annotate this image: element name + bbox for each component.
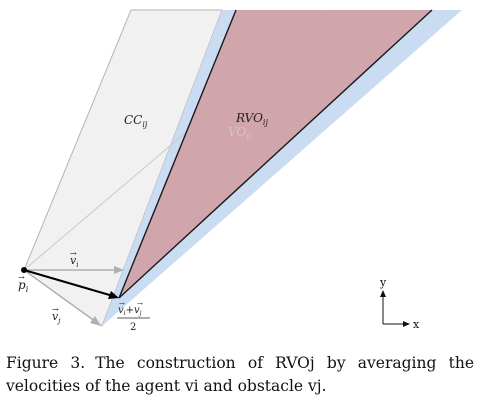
label-pi-arrow: → bbox=[18, 273, 25, 282]
svg-text:vi+vj: vi+vj bbox=[118, 305, 142, 317]
svg-text:2: 2 bbox=[130, 322, 136, 333]
axis-x-label: x bbox=[413, 318, 420, 331]
vector-vj bbox=[23, 269, 97, 323]
velocity-obstacle-vo bbox=[102, 10, 462, 326]
figure-diagram: CCij RVOij VOij pi → vi → vj → vi+vj → →… bbox=[18, 9, 462, 333]
caption-text: The construction of RVOj by averaging th… bbox=[6, 354, 474, 395]
vector-vj-arrowhead bbox=[90, 316, 101, 326]
vector-average-arrowhead bbox=[108, 291, 119, 299]
label-vo: VOij bbox=[228, 125, 252, 141]
label-vi-arrow: → bbox=[70, 249, 77, 258]
vector-average bbox=[23, 269, 114, 297]
label-pi: pi bbox=[18, 278, 29, 294]
label-vj: vj bbox=[52, 310, 61, 325]
label-vi: vi bbox=[70, 254, 78, 269]
label-average-velocity: vi+vj → → 2 bbox=[117, 300, 150, 333]
svg-text:→: → bbox=[137, 300, 143, 308]
label-rvo: RVOij bbox=[235, 111, 268, 127]
label-vj-arrow: → bbox=[52, 305, 59, 314]
axis-y-label: y bbox=[379, 276, 387, 289]
axis-x-arrowhead bbox=[403, 321, 410, 327]
svg-text:→: → bbox=[119, 300, 125, 308]
figure-caption: Figure 3. The construction of RVOj by ave… bbox=[6, 352, 474, 398]
rvo-left-edge bbox=[118, 9, 237, 299]
caption-figure-number: Figure 3. bbox=[6, 354, 86, 372]
label-cc: CCij bbox=[124, 113, 148, 129]
vector-vi-arrowhead bbox=[114, 266, 124, 274]
axis-y-arrowhead bbox=[380, 290, 386, 297]
rvo-right-edge bbox=[118, 9, 433, 299]
point-pi bbox=[21, 267, 27, 273]
